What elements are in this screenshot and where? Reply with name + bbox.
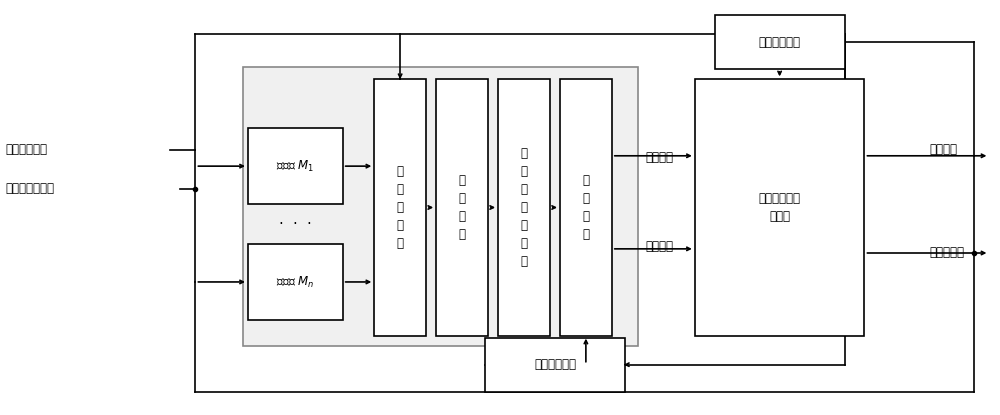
Bar — [715, 15, 845, 69]
Bar — [560, 79, 612, 336]
Text: 额定输出电压: 额定输出电压 — [6, 143, 48, 156]
Text: 预
测
模
型: 预 测 模 型 — [459, 174, 466, 241]
Text: 卡尔曼滤波器: 卡尔曼滤波器 — [534, 358, 576, 371]
Text: 氢气流量: 氢气流量 — [646, 151, 674, 164]
Text: 燃料利用率: 燃料利用率 — [929, 247, 964, 259]
Text: 固体氧化物燃
料电池: 固体氧化物燃 料电池 — [759, 192, 801, 223]
Text: 子模型 $M_1$: 子模型 $M_1$ — [276, 159, 314, 174]
Text: 输出电压: 输出电压 — [929, 143, 957, 156]
Text: 状
态
校
正: 状 态 校 正 — [582, 174, 589, 241]
Text: ·  ·  ·: · · · — [279, 217, 312, 232]
Bar — [248, 128, 343, 205]
Text: 设定燃料利用率: 设定燃料利用率 — [6, 182, 55, 195]
Text: 空气流量: 空气流量 — [646, 240, 674, 253]
Bar — [243, 67, 638, 346]
Bar — [695, 79, 864, 336]
Text: 多
模
型
加
权: 多 模 型 加 权 — [397, 165, 404, 250]
Text: 电阻负载扰动: 电阻负载扰动 — [759, 36, 801, 49]
Bar — [436, 79, 488, 336]
Bar — [498, 79, 550, 336]
Text: 子模型 $M_n$: 子模型 $M_n$ — [276, 274, 315, 290]
Text: 带
约
束
性
能
指
标: 带 约 束 性 能 指 标 — [520, 147, 527, 268]
Bar — [374, 79, 426, 336]
Bar — [485, 338, 625, 392]
Bar — [248, 244, 343, 320]
